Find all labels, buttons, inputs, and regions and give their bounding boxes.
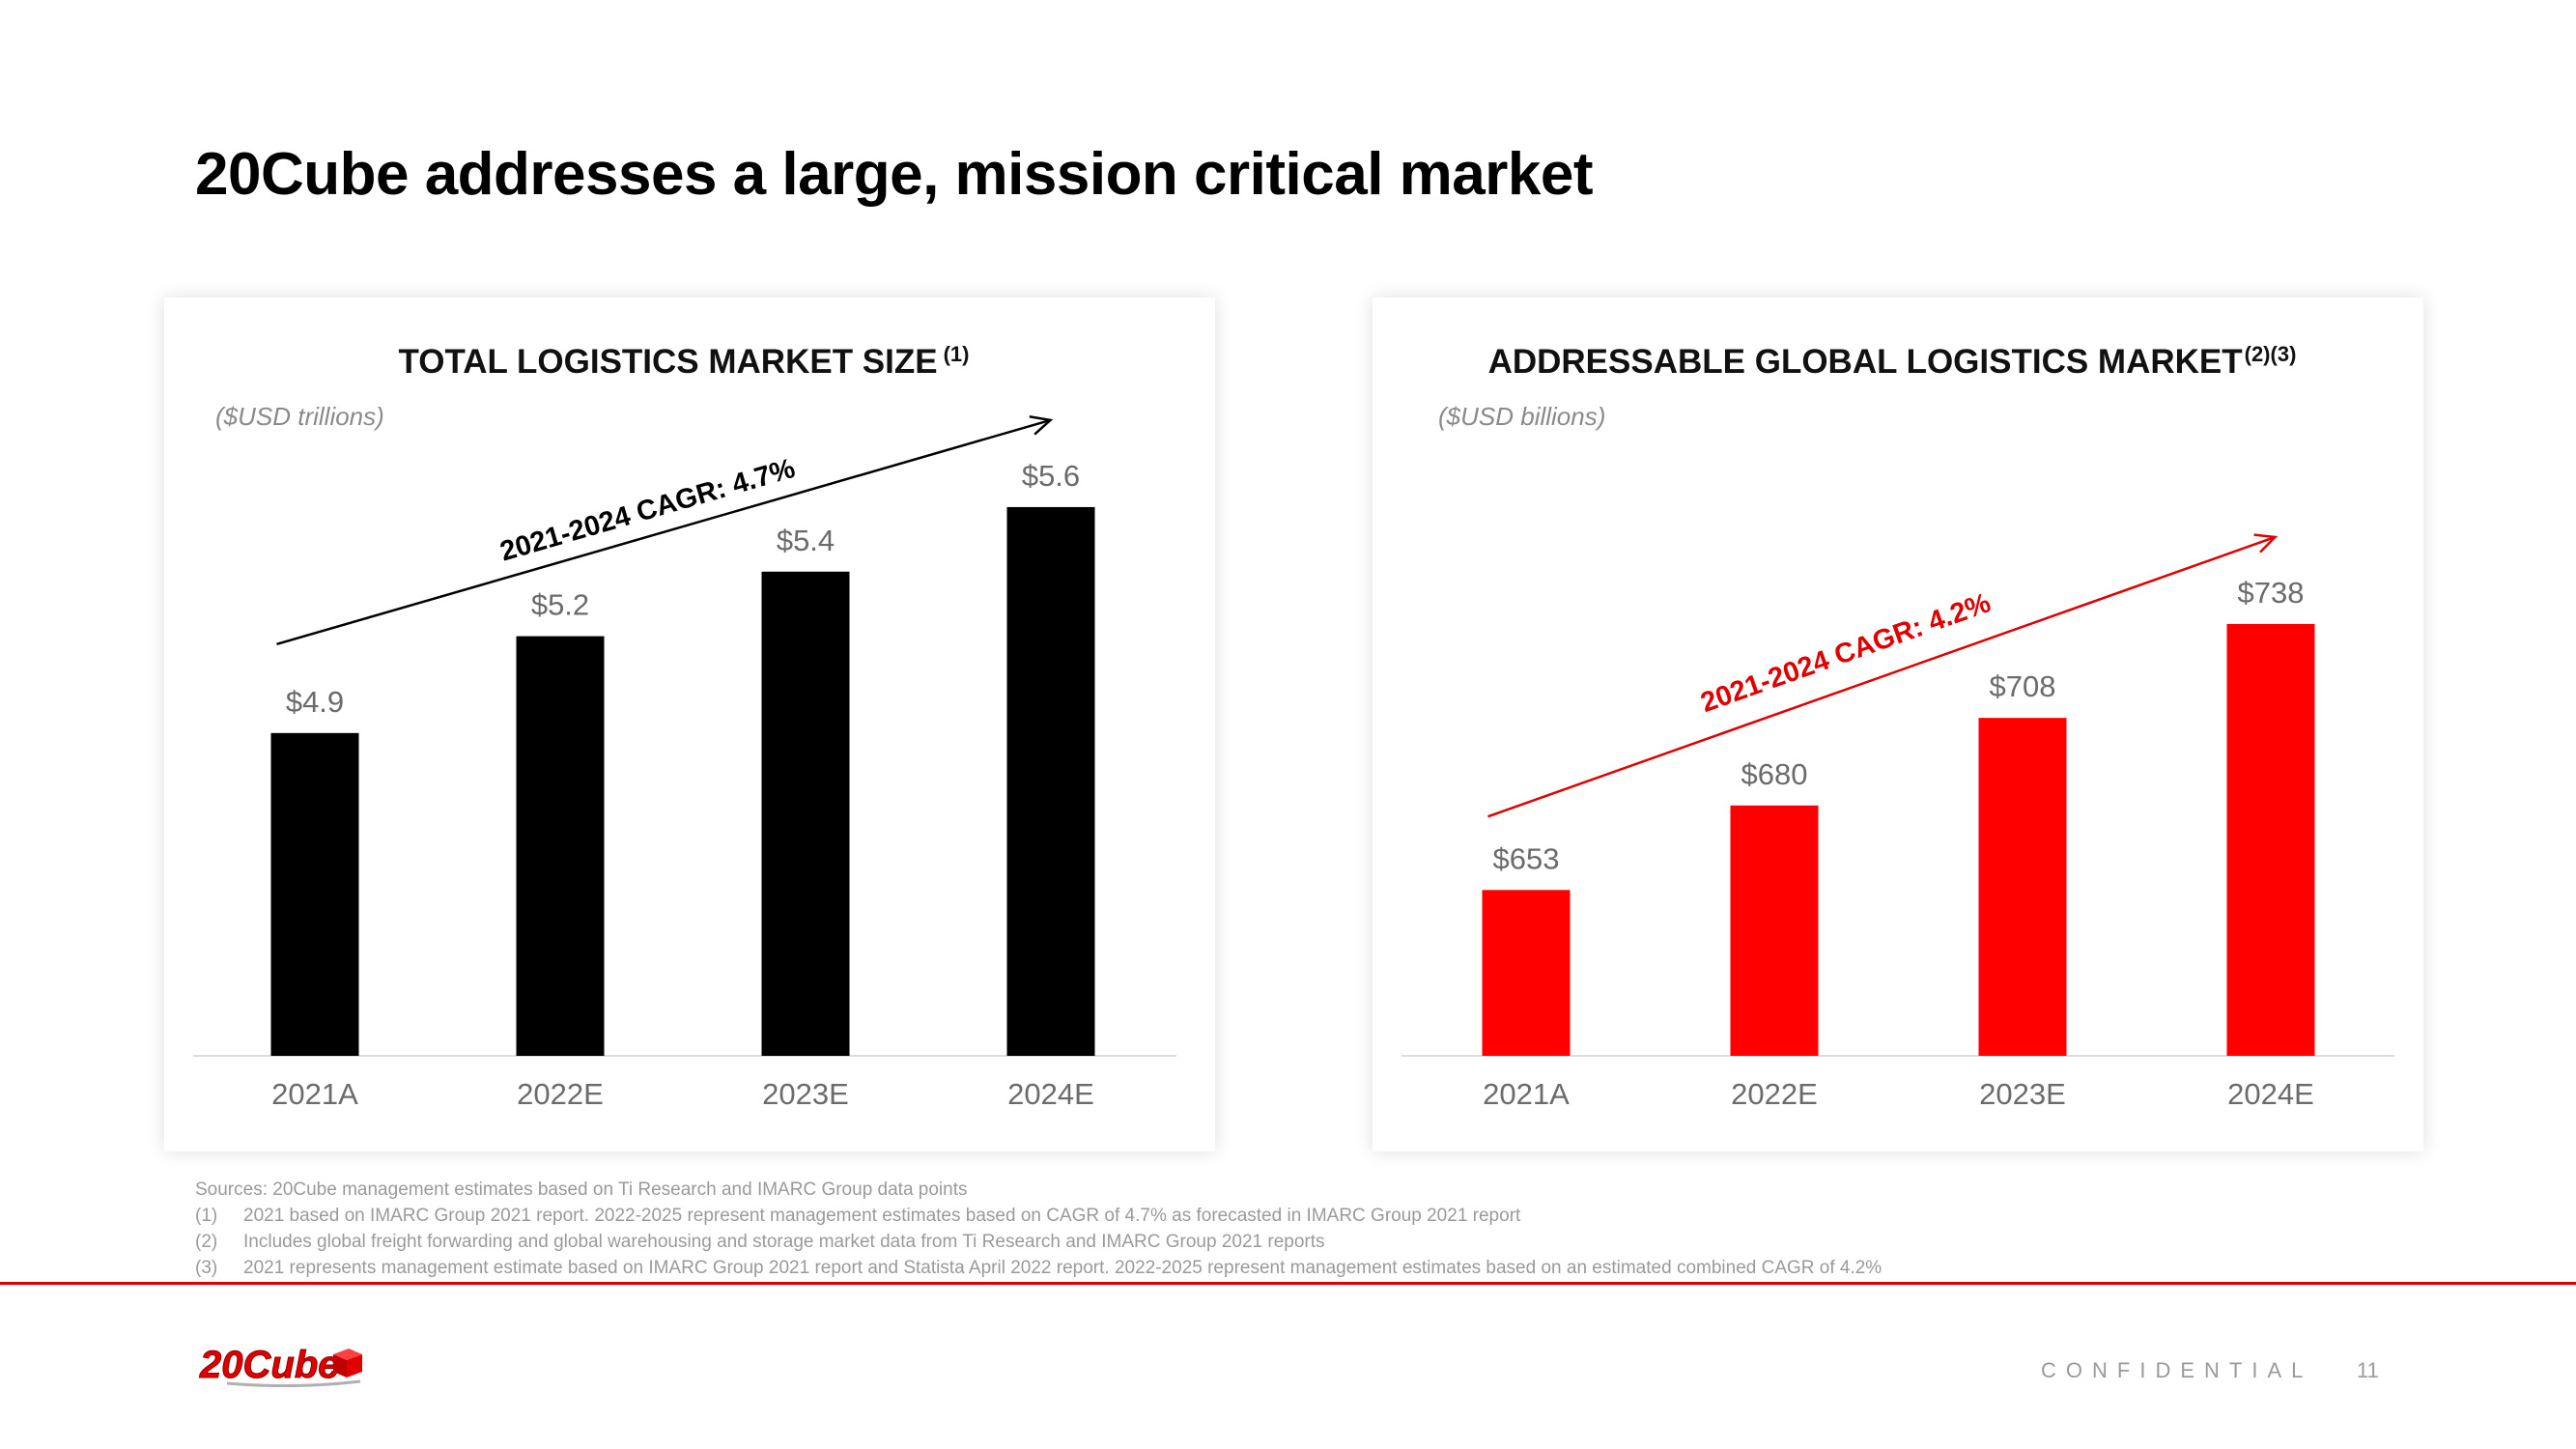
value-label-2021A: $653: [1493, 841, 1560, 875]
chart-title-superscript: (1): [944, 342, 970, 366]
footnote-number: (2): [195, 1232, 218, 1252]
chart-title: ADDRESSABLE GLOBAL LOGISTICS MARKET(2)(3…: [1488, 342, 2297, 381]
x-tick-label-2024E: 2024E: [2227, 1077, 2314, 1111]
bar-2024E: [1006, 506, 1095, 1056]
x-tick-label-2023E: 2023E: [1979, 1077, 2066, 1111]
chart-title-superscript: (2)(3): [2245, 342, 2297, 366]
logo-swoosh: [226, 1379, 361, 1387]
footnote-2: (2) Includes global freight forwarding a…: [195, 1229, 1882, 1255]
chart-title-text: TOTAL LOGISTICS MARKET SIZE: [399, 343, 938, 381]
chart-title-text: ADDRESSABLE GLOBAL LOGISTICS MARKET: [1488, 343, 2243, 381]
footer-divider: [0, 1282, 2576, 1285]
sources-header: Sources: 20Cube management estimates bas…: [195, 1179, 968, 1200]
addressable-market-chart: ADDRESSABLE GLOBAL LOGISTICS MARKET(2)(3…: [1401, 342, 2394, 1111]
total-market-chart-card: TOTAL LOGISTICS MARKET SIZE (1) ($USD tri…: [164, 298, 1215, 1151]
cagr-arrow-head: [2253, 533, 2279, 554]
cagr-arrow-head: [1029, 415, 1054, 436]
value-label-2024E: $5.6: [1022, 459, 1080, 493]
bar-2023E: [1978, 718, 2067, 1056]
footnote-text: Includes global freight forwarding and g…: [243, 1232, 1325, 1252]
value-label-2023E: $708: [1990, 669, 2056, 703]
value-label-2023E: $5.4: [777, 524, 835, 557]
addressable-market-chart-card: ADDRESSABLE GLOBAL LOGISTICS MARKET(2)(3…: [1373, 298, 2423, 1151]
sources-footnotes: Sources: 20Cube management estimates bas…: [195, 1177, 1882, 1281]
bar-2021A: [270, 732, 359, 1056]
confidential-label: CONFIDENTIAL: [2041, 1358, 2313, 1382]
total-market-chart: TOTAL LOGISTICS MARKET SIZE (1) ($USD tri…: [193, 342, 1176, 1111]
x-tick-label-2024E: 2024E: [1007, 1077, 1094, 1111]
footnote-number: (1): [195, 1206, 218, 1226]
value-label-2022E: $5.2: [531, 588, 589, 622]
company-logo: 20Cube: [199, 1344, 362, 1387]
cube-icon: [333, 1349, 362, 1378]
cagr-arrow-line: [1487, 535, 2276, 818]
x-tick-label-2021A: 2021A: [1483, 1077, 1570, 1111]
footnote-number: (3): [195, 1258, 218, 1278]
bar-2024E: [2226, 623, 2315, 1056]
x-tick-label-2022E: 2022E: [517, 1077, 604, 1111]
cagr-arrow-line: [276, 418, 1051, 646]
footnote-text: 2021 based on IMARC Group 2021 report. 2…: [243, 1206, 1521, 1226]
logo-wordmark: 20Cube: [199, 1344, 340, 1386]
value-label-2022E: $680: [1741, 757, 1808, 791]
unit-label: ($USD billions): [1438, 402, 1605, 431]
x-tick-label-2021A: 2021A: [271, 1077, 358, 1111]
bar-2022E: [1730, 805, 1819, 1056]
value-label-2024E: $738: [2238, 576, 2305, 610]
slide-title: 20Cube addresses a large, mission critic…: [195, 141, 1594, 208]
footnote-1: (1) 2021 based on IMARC Group 2021 repor…: [195, 1203, 1882, 1229]
footnote-3: (3) 2021 represents management estimate …: [195, 1255, 1882, 1281]
footnote-text: 2021 represents management estimate base…: [243, 1258, 1882, 1278]
bar-2021A: [1482, 890, 1571, 1056]
x-tick-label-2022E: 2022E: [1731, 1077, 1818, 1111]
cagr-annotation: 2021-2024 CAGR: 4.7%: [496, 453, 799, 568]
bar-2023E: [761, 571, 850, 1056]
page-number: 11: [2357, 1358, 2379, 1382]
chart-title: TOTAL LOGISTICS MARKET SIZE (1): [399, 342, 970, 381]
x-tick-label-2023E: 2023E: [762, 1077, 849, 1111]
bar-2022E: [516, 636, 605, 1056]
unit-label: ($USD trillions): [215, 402, 384, 431]
value-label-2021A: $4.9: [286, 685, 344, 719]
